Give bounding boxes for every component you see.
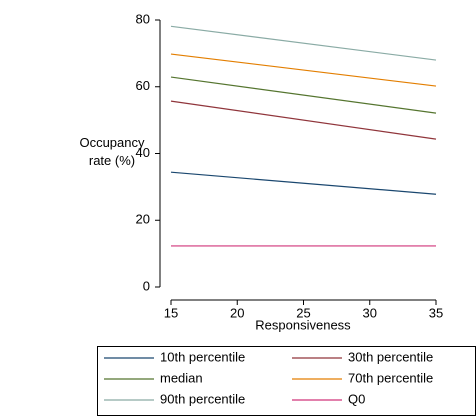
series-line bbox=[170, 171, 437, 195]
x-tick-label: 30 bbox=[363, 305, 377, 320]
legend-label: 70th percentile bbox=[348, 370, 433, 385]
x-tick-label: 20 bbox=[230, 305, 244, 320]
y-tick-label: 40 bbox=[136, 145, 150, 160]
y-tick-label: 80 bbox=[136, 11, 150, 26]
y-axis-label: Occupancy rate (%) bbox=[79, 135, 145, 168]
series-line bbox=[170, 53, 437, 87]
legend-label: 30th percentile bbox=[348, 349, 433, 364]
legend-label: Q0 bbox=[348, 391, 365, 406]
legend-label: median bbox=[160, 370, 203, 385]
series-line bbox=[170, 25, 437, 61]
x-tick-label: 25 bbox=[296, 305, 310, 320]
x-tick-label: 35 bbox=[429, 305, 443, 320]
legend-label: 90th percentile bbox=[160, 391, 245, 406]
y-tick-label: 20 bbox=[136, 212, 150, 227]
series-line bbox=[170, 76, 437, 114]
y-tick-label: 60 bbox=[136, 78, 150, 93]
legend-label: 10th percentile bbox=[160, 349, 245, 364]
x-tick-label: 15 bbox=[164, 305, 178, 320]
x-axis-label: Responsiveness bbox=[255, 317, 351, 332]
y-tick-label: 0 bbox=[143, 278, 150, 293]
series-line bbox=[170, 100, 437, 140]
